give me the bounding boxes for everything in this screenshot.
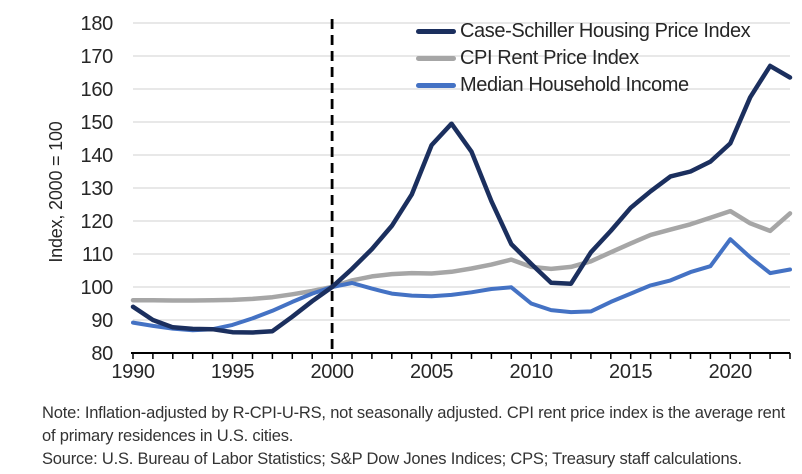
legend-swatch-median-household-income bbox=[416, 83, 456, 88]
note-text: Note: Inflation-adjusted by R-CPI-U-RS, … bbox=[42, 404, 785, 445]
x-tick-label: 1990 bbox=[111, 361, 154, 383]
x-tick-label: 1995 bbox=[211, 361, 254, 383]
y-tick-label: 120 bbox=[81, 211, 114, 233]
x-tick-label: 2010 bbox=[510, 361, 553, 383]
legend: Case-Schiller Housing Price Index CPI Ren… bbox=[416, 18, 751, 99]
legend-item-median-household-income: Median Household Income bbox=[416, 72, 750, 99]
y-tick-label: 80 bbox=[91, 343, 113, 365]
legend-item-cpi-rent-price-index: CPI Rent Price Index bbox=[416, 45, 750, 72]
y-tick-label: 160 bbox=[81, 79, 114, 101]
legend-label: Median Household Income bbox=[460, 74, 689, 96]
plot-area: 80 90 100 110 120 130 140 150 160 170 180 1990 1995 2… bbox=[81, 13, 793, 383]
legend-label: CPI Rent Price Index bbox=[460, 47, 639, 69]
cpi-rent-price-index-line bbox=[130, 208, 793, 303]
y-tick-label: 170 bbox=[81, 46, 114, 68]
median-household-income-line bbox=[131, 237, 792, 333]
case-schiller-housing-price-index-line bbox=[130, 63, 793, 335]
y-tick-label: 150 bbox=[81, 112, 114, 134]
x-tick-label: 2020 bbox=[709, 361, 752, 383]
footer-notes: Note: Inflation-adjusted by R-CPI-U-RS, … bbox=[42, 402, 798, 471]
y-axis-title: Index, 2000 = 100 bbox=[46, 121, 66, 263]
legend-label: Case-Schiller Housing Price Index bbox=[460, 20, 751, 42]
y-tick-label: 110 bbox=[82, 244, 113, 266]
x-tick-label: 2005 bbox=[410, 361, 453, 383]
y-tick-label: 180 bbox=[81, 13, 114, 35]
x-tick-label: 2015 bbox=[609, 361, 652, 383]
y-tick-label: 90 bbox=[91, 310, 113, 332]
legend-swatch-cpi-rent-price-index bbox=[416, 56, 456, 61]
y-tick-label: 100 bbox=[81, 277, 114, 299]
legend-item-case-schiller-housing-price-index: Case-Schiller Housing Price Index bbox=[416, 18, 751, 45]
legend-swatch-case-schiller-housing-price-index bbox=[416, 29, 456, 34]
y-tick-label: 130 bbox=[81, 178, 114, 200]
y-tick-label: 140 bbox=[81, 145, 114, 167]
source-text: Source: U.S. Bureau of Labor Statistics;… bbox=[42, 450, 742, 468]
x-tick-label: 2000 bbox=[310, 361, 353, 383]
